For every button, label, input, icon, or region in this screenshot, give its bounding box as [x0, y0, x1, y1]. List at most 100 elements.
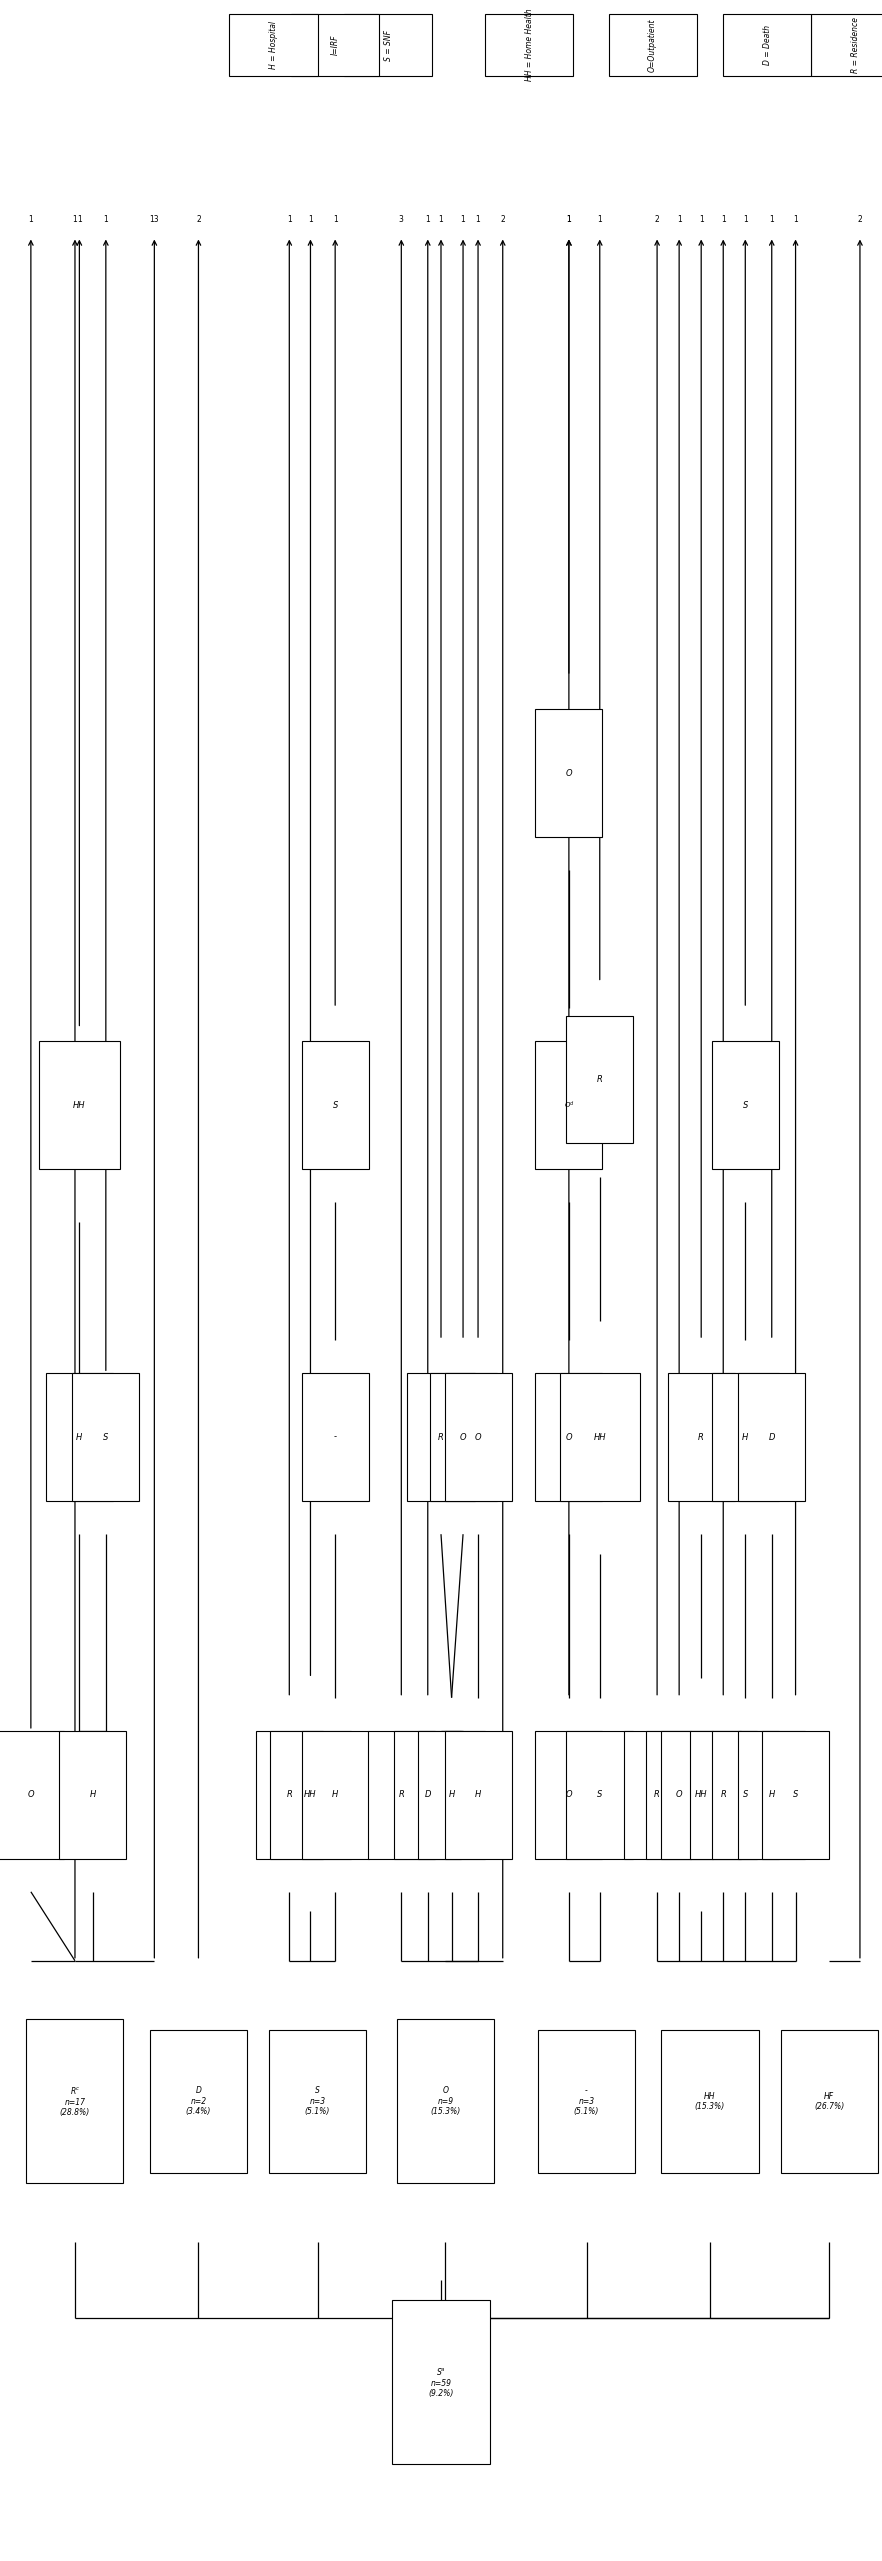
Text: O: O — [565, 1432, 572, 1442]
Text: S: S — [743, 1790, 748, 1800]
Text: D: D — [768, 1432, 775, 1442]
FancyBboxPatch shape — [690, 1731, 757, 1859]
FancyBboxPatch shape — [0, 1731, 64, 1859]
Text: 1: 1 — [721, 215, 726, 223]
Text: 1: 1 — [28, 215, 34, 223]
Text: 1: 1 — [103, 215, 108, 223]
Text: R = Residence: R = Residence — [851, 18, 860, 74]
Text: R: R — [699, 1432, 704, 1442]
Text: H: H — [332, 1790, 339, 1800]
Text: 2: 2 — [654, 215, 660, 223]
Text: S$^a$
n=59
(9.2%): S$^a$ n=59 (9.2%) — [429, 2366, 453, 2397]
Text: I=IRF: I=IRF — [331, 36, 340, 56]
FancyBboxPatch shape — [430, 1373, 497, 1501]
Text: 1: 1 — [438, 215, 444, 223]
FancyBboxPatch shape — [150, 2031, 247, 2172]
FancyBboxPatch shape — [445, 1373, 512, 1501]
FancyBboxPatch shape — [738, 1731, 805, 1859]
Text: 2: 2 — [857, 215, 863, 223]
FancyBboxPatch shape — [624, 1731, 691, 1859]
FancyBboxPatch shape — [229, 15, 318, 77]
FancyBboxPatch shape — [407, 1373, 475, 1501]
FancyBboxPatch shape — [535, 1731, 602, 1859]
Text: 1: 1 — [287, 215, 292, 223]
Text: D = Death: D = Death — [763, 26, 772, 64]
Text: H = Hospital: H = Hospital — [269, 20, 278, 69]
Text: H: H — [448, 1790, 455, 1800]
FancyBboxPatch shape — [485, 15, 573, 77]
Text: O: O — [565, 768, 572, 779]
Text: 13: 13 — [150, 215, 159, 223]
FancyBboxPatch shape — [392, 2300, 490, 2464]
FancyBboxPatch shape — [661, 1731, 742, 1859]
Text: 1: 1 — [566, 215, 572, 223]
FancyBboxPatch shape — [269, 2031, 366, 2172]
Text: R: R — [721, 1790, 726, 1800]
FancyBboxPatch shape — [344, 15, 432, 77]
FancyBboxPatch shape — [762, 1731, 829, 1859]
FancyBboxPatch shape — [811, 15, 882, 77]
Text: 1: 1 — [597, 215, 602, 223]
Text: 1: 1 — [77, 215, 82, 223]
Text: 1: 1 — [425, 215, 430, 223]
FancyBboxPatch shape — [723, 15, 811, 77]
FancyBboxPatch shape — [609, 15, 697, 77]
FancyBboxPatch shape — [72, 1373, 139, 1501]
FancyBboxPatch shape — [368, 1731, 435, 1859]
Text: HH: HH — [73, 1101, 86, 1109]
Text: R: R — [287, 1790, 292, 1800]
FancyBboxPatch shape — [397, 2021, 494, 2182]
Text: 1: 1 — [769, 215, 774, 223]
Text: O: O — [565, 1790, 572, 1800]
Text: O: O — [475, 1432, 482, 1442]
Text: 3: 3 — [399, 215, 404, 223]
Text: O: O — [460, 1432, 467, 1442]
Text: 1: 1 — [72, 215, 78, 223]
FancyBboxPatch shape — [566, 1731, 633, 1859]
Text: R: R — [399, 1790, 404, 1800]
Text: H: H — [768, 1790, 775, 1800]
Text: HH
(15.3%): HH (15.3%) — [695, 2092, 725, 2110]
FancyBboxPatch shape — [26, 2021, 123, 2182]
FancyBboxPatch shape — [566, 1017, 633, 1142]
FancyBboxPatch shape — [46, 1373, 113, 1501]
FancyBboxPatch shape — [256, 1731, 323, 1859]
Text: 2: 2 — [500, 215, 505, 223]
Text: HH: HH — [594, 1432, 606, 1442]
Text: H: H — [742, 1432, 749, 1442]
Text: S: S — [793, 1790, 798, 1800]
Text: R$^c$
n=17
(28.8%): R$^c$ n=17 (28.8%) — [60, 2085, 90, 2118]
Text: 1: 1 — [308, 215, 313, 223]
Text: R: R — [438, 1432, 444, 1442]
Text: S: S — [333, 1101, 338, 1109]
Text: 1: 1 — [566, 215, 572, 223]
Text: HH = Home Health: HH = Home Health — [525, 8, 534, 82]
Text: S
n=3
(5.1%): S n=3 (5.1%) — [305, 2087, 330, 2115]
Text: HH: HH — [695, 1790, 707, 1800]
Text: O
n=9
(15.3%): O n=9 (15.3%) — [430, 2087, 460, 2115]
Text: 1: 1 — [460, 215, 466, 223]
FancyBboxPatch shape — [668, 1373, 735, 1501]
Text: O=Outpatient: O=Outpatient — [648, 18, 657, 72]
Text: S: S — [597, 1790, 602, 1800]
FancyBboxPatch shape — [559, 1373, 640, 1501]
Text: 1: 1 — [743, 215, 748, 223]
Text: 2: 2 — [196, 215, 201, 223]
Text: S: S — [103, 1432, 108, 1442]
FancyBboxPatch shape — [302, 1731, 369, 1859]
FancyBboxPatch shape — [535, 1373, 602, 1501]
Text: O: O — [27, 1790, 34, 1800]
FancyBboxPatch shape — [302, 1373, 369, 1501]
FancyBboxPatch shape — [712, 1373, 779, 1501]
Text: H: H — [475, 1790, 482, 1800]
Text: 1: 1 — [699, 215, 704, 223]
Text: HF
(26.7%): HF (26.7%) — [814, 2092, 844, 2110]
Text: H: H — [76, 1432, 83, 1442]
Text: D: D — [424, 1790, 431, 1800]
Text: S: S — [743, 1101, 748, 1109]
FancyBboxPatch shape — [535, 1042, 602, 1168]
FancyBboxPatch shape — [445, 1731, 512, 1859]
FancyBboxPatch shape — [418, 1731, 485, 1859]
FancyBboxPatch shape — [712, 1731, 779, 1859]
FancyBboxPatch shape — [39, 1042, 120, 1168]
